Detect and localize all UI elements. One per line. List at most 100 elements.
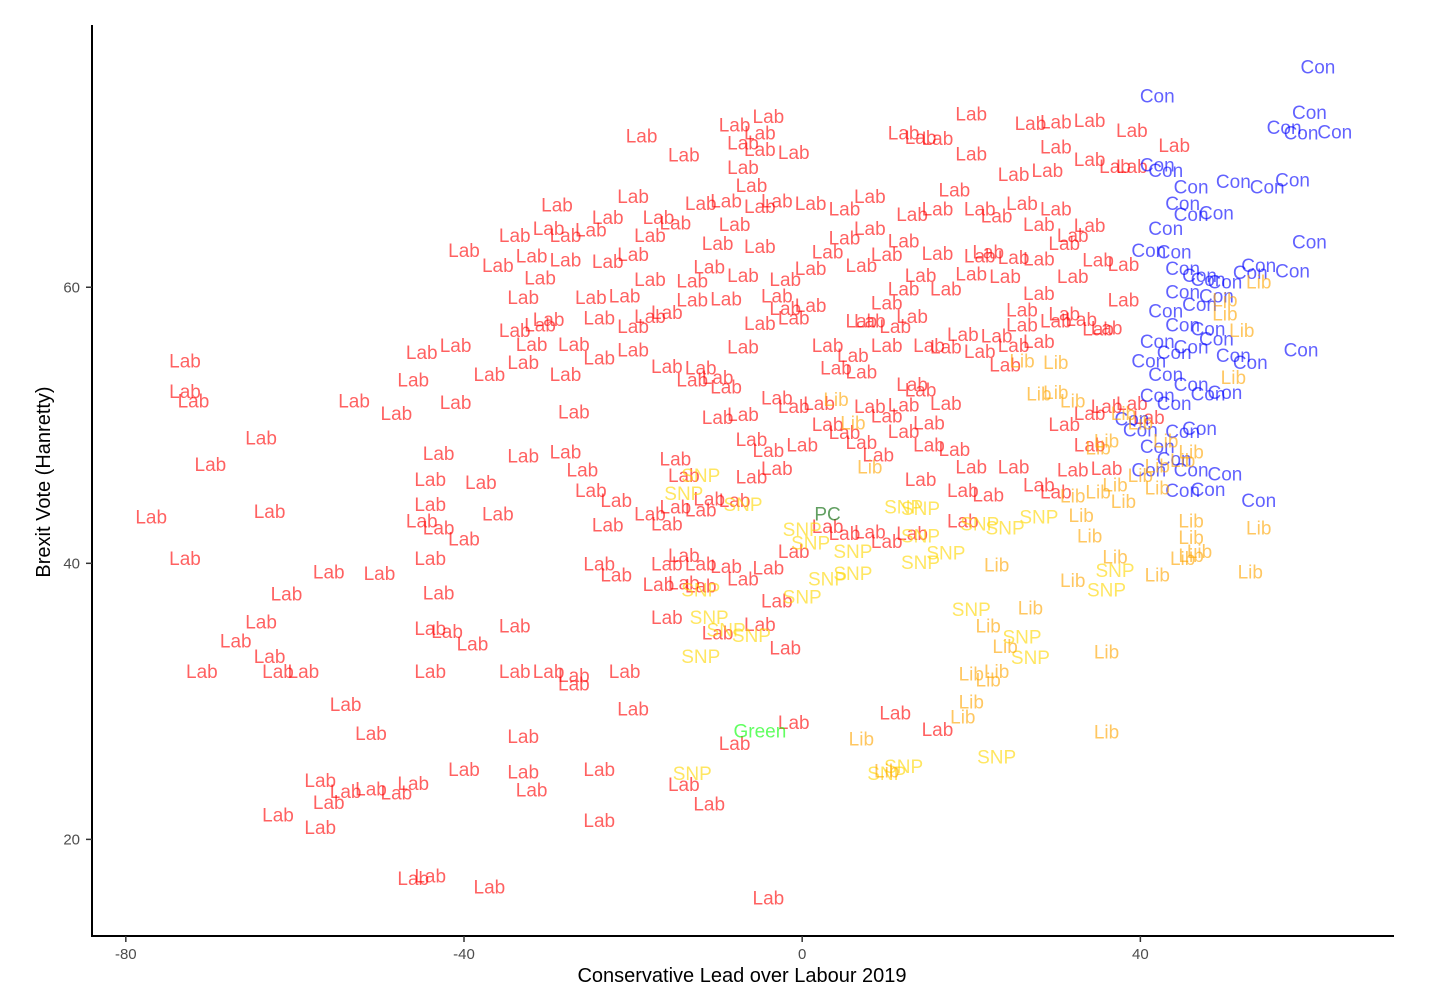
data-point-lab: Lab [431, 622, 463, 643]
data-point-lab: Lab [617, 699, 649, 720]
data-point-con: Con [1174, 460, 1209, 481]
data-point-snp: SNP [901, 527, 940, 548]
data-point-lab: Lab [271, 585, 303, 606]
data-point-lab: Lab [1015, 114, 1047, 135]
data-point-lab: Lab [592, 208, 624, 229]
data-point-lib: Lib [1128, 466, 1153, 487]
data-point-lab: Lab [397, 371, 429, 392]
data-point-con: Con [1140, 86, 1175, 107]
data-point-con: Con [1140, 386, 1175, 407]
data-point-lab: Lab [330, 782, 362, 803]
data-point-lab: Lab [1082, 251, 1114, 272]
data-point-lab: Lab [575, 288, 607, 309]
data-point-lab: Lab [846, 256, 878, 277]
data-point-lab: Lab [1032, 161, 1064, 182]
data-point-lab: Lab [254, 647, 286, 668]
data-point-lab: Lab [1040, 311, 1072, 332]
data-point-con: Con [1123, 420, 1158, 441]
data-point-lib: Lib [1069, 506, 1094, 527]
data-point-lab: Lab [744, 140, 776, 161]
data-point-lab: Lab [507, 288, 539, 309]
data-point-lab: Lab [1116, 157, 1148, 178]
data-point-lab: Lab [1023, 284, 1055, 305]
data-point-lib: Lib [1060, 391, 1085, 412]
data-point-lab: Lab [761, 592, 793, 613]
data-point-snp: SNP [901, 553, 940, 574]
data-point-lab: Lab [1074, 216, 1106, 237]
data-point-con: Con [1300, 57, 1335, 78]
data-point-lab: Lab [930, 338, 962, 359]
data-point-lab: Lab [634, 505, 666, 526]
data-point-lib: Lib [1094, 431, 1119, 452]
data-point-lab: Lab [643, 575, 675, 596]
data-point-lab: Lab [1023, 476, 1055, 497]
data-point-lab: Lab [414, 619, 446, 640]
data-point-lab: Lab [888, 422, 920, 443]
data-point-con: Con [1207, 273, 1242, 294]
data-point-lab: Lab [668, 546, 700, 567]
data-point-lab: Lab [474, 365, 506, 386]
data-point-green: Green [734, 721, 787, 742]
data-point-lab: Lab [457, 634, 489, 655]
data-point-con: Con [1148, 365, 1183, 386]
data-point-con: Con [1233, 353, 1268, 374]
data-point-snp: SNP [960, 514, 999, 535]
data-point-lab: Lab [1057, 226, 1089, 247]
data-point-con: Con [1165, 422, 1200, 443]
data-point-lab: Lab [795, 296, 827, 317]
data-point-con: Con [1241, 256, 1276, 277]
data-point-lab: Lab [1040, 113, 1072, 134]
data-point-lab: Lab [1074, 404, 1106, 425]
axis-ticks: -80 -40 0 40 20 40 60 [63, 279, 1148, 963]
data-point-lab: Lab [1074, 150, 1106, 171]
data-point-con: Con [1148, 219, 1183, 240]
data-point-lib: Lib [1085, 483, 1110, 504]
data-point-lib: Lib [1111, 492, 1136, 513]
data-point-lab: Lab [355, 724, 387, 745]
data-point-lab: Lab [829, 524, 861, 545]
data-point-lab: Lab [186, 662, 218, 683]
data-point-snp: SNP [783, 520, 822, 541]
data-point-lab: Lab [998, 248, 1030, 269]
data-point-lab: Lab [600, 565, 632, 586]
data-point-lab: Lab [939, 180, 971, 201]
data-point-lab: Lab [414, 549, 446, 570]
data-point-lab: Lab [803, 394, 835, 415]
data-point-con: Con [1207, 383, 1242, 404]
data-point-lab: Lab [693, 258, 725, 279]
data-point-lab: Lab [1048, 234, 1080, 255]
data-point-lab: Lab [1006, 316, 1038, 337]
data-point-lib: Lib [984, 662, 1009, 683]
data-point-lab: Lab [879, 703, 911, 724]
data-point-lab: Lab [702, 234, 734, 255]
data-point-snp: SNP [901, 499, 940, 520]
data-point-lab: Lab [169, 549, 201, 570]
data-point-lab: Lab [854, 523, 886, 544]
data-point-lab: Lab [355, 779, 387, 800]
data-point-lab: Lab [516, 247, 548, 268]
data-point-lab: Lab [1116, 121, 1148, 142]
data-point-lab: Lab [1091, 318, 1123, 339]
data-point-lab: Lab [871, 293, 903, 314]
data-point-lab: Lab [744, 314, 776, 335]
data-point-lab: Lab [634, 270, 666, 291]
data-point-lab: Lab [634, 307, 666, 328]
data-point-lab: Lab [753, 441, 785, 462]
data-point-lab: Lab [922, 200, 954, 221]
data-point-lab: Lab [414, 662, 446, 683]
data-point-lab: Lab [812, 517, 844, 538]
data-point-lab: Lab [550, 251, 582, 272]
data-point-con: Con [1140, 332, 1175, 353]
data-point-con: Con [1250, 177, 1285, 198]
data-point-con: Con [1182, 419, 1217, 440]
data-point-lab: Lab [846, 362, 878, 383]
data-point-lab: Lab [1108, 291, 1140, 312]
data-point-lib: Lib [1246, 518, 1271, 539]
data-point-lab: Lab [769, 270, 801, 291]
data-point-lab: Lab [939, 440, 971, 461]
data-point-snp: SNP [673, 764, 712, 785]
data-point-lib: Lib [976, 616, 1001, 637]
data-point-lab: Lab [474, 877, 506, 898]
data-point-lab: Lab [262, 806, 294, 827]
data-point-lab: Lab [888, 124, 920, 145]
